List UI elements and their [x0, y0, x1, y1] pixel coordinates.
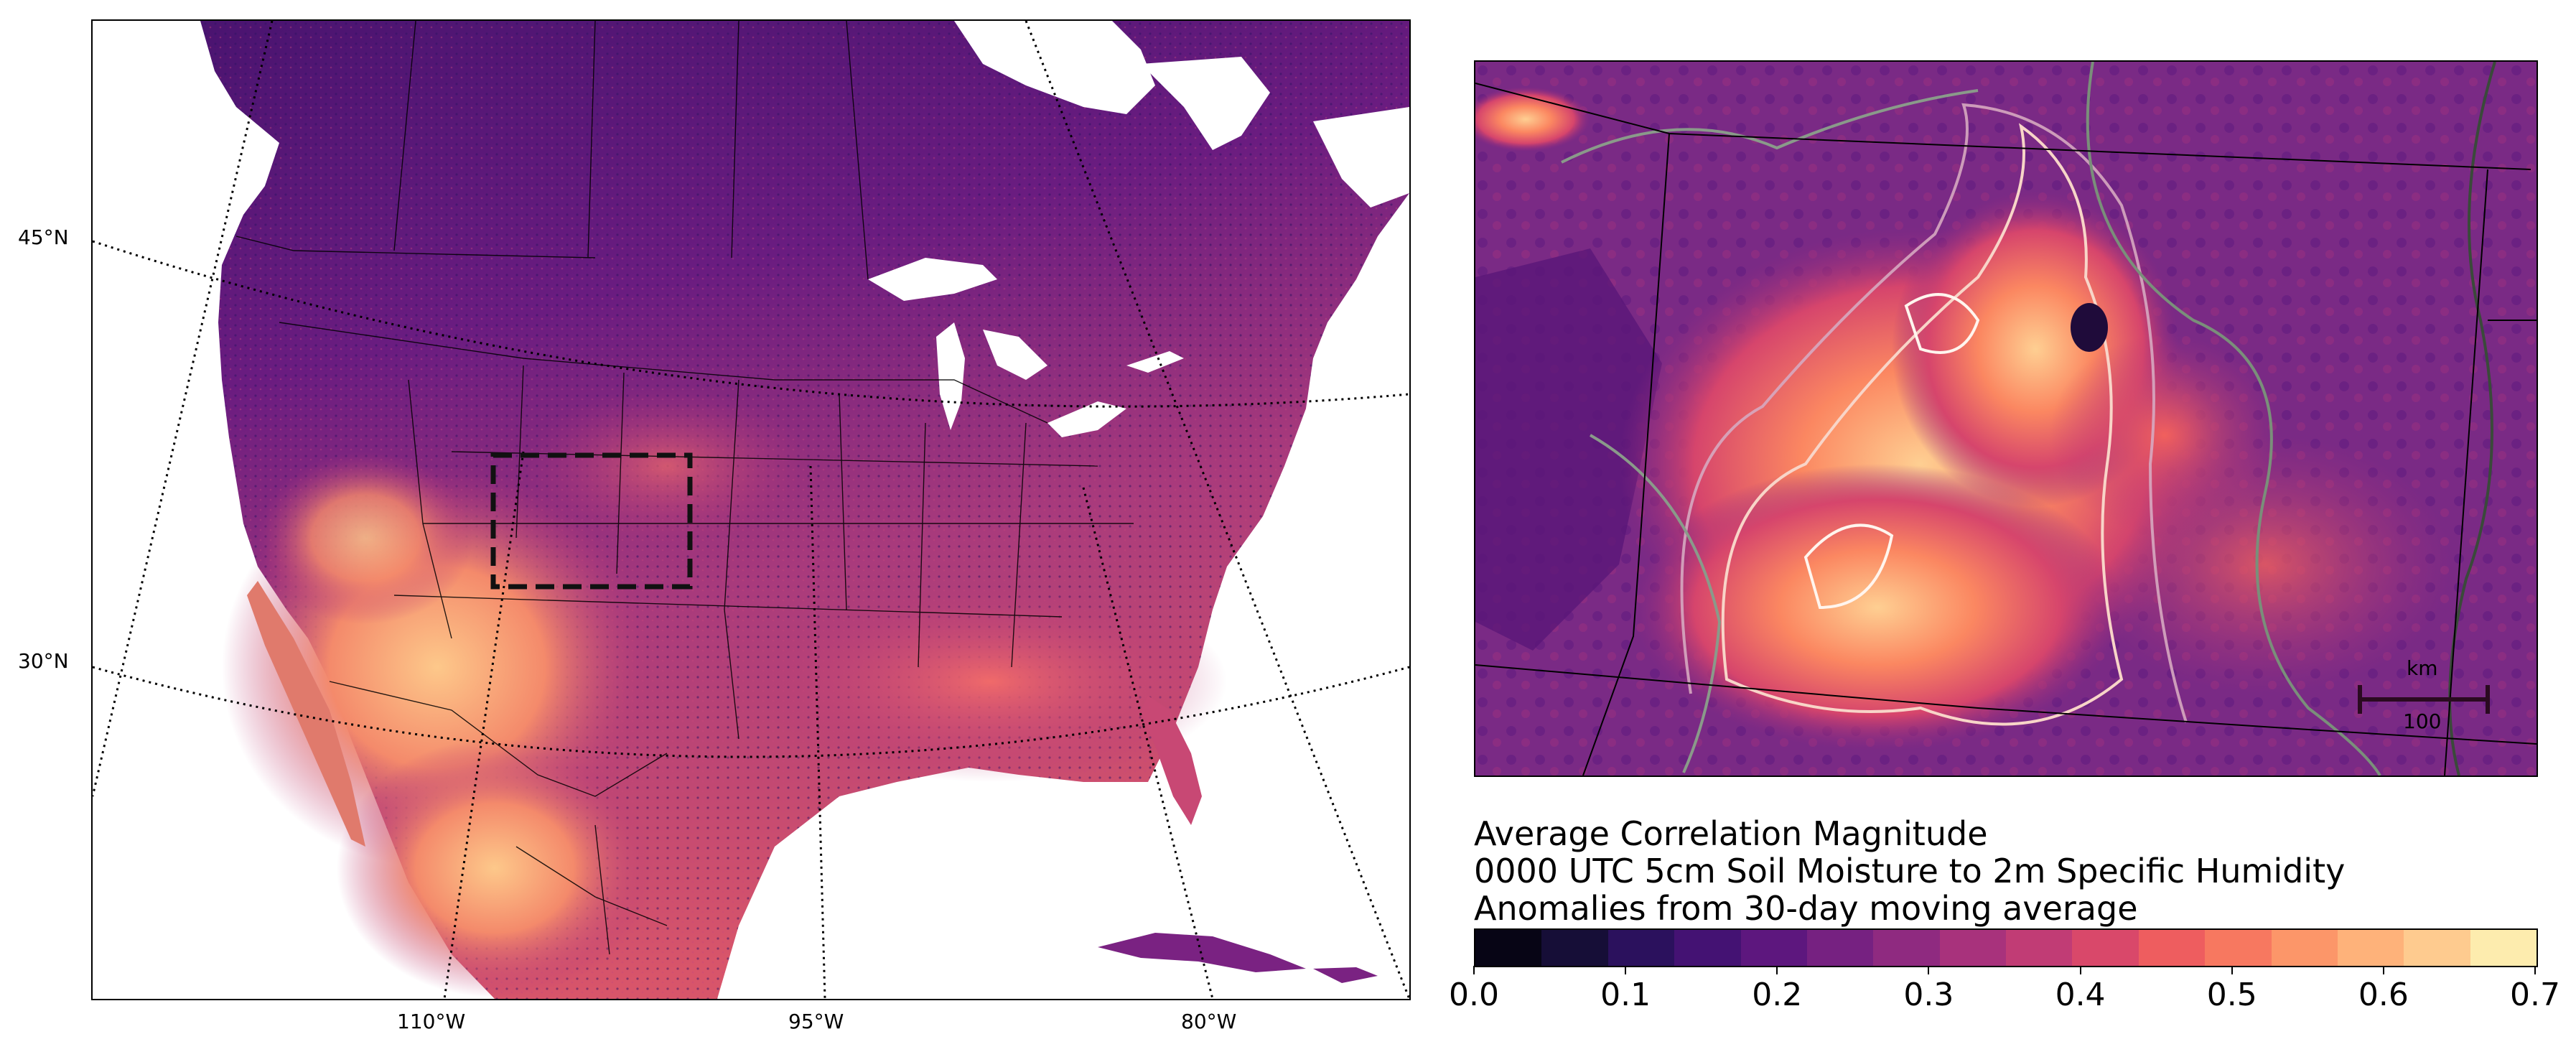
scale-bar [2358, 685, 2490, 714]
colorbar-tick-mark [2079, 966, 2081, 974]
colorbar [1474, 928, 2538, 967]
colorbar-segment [1806, 930, 1874, 966]
colorbar-segment [1607, 930, 1675, 966]
colorbar-segment [2470, 930, 2537, 966]
colorbar-segment [1541, 930, 1608, 966]
north-america-map-canvas [93, 21, 1409, 999]
colorbar-tick-mark [1928, 966, 1930, 974]
colorbar-tick-mark [1776, 966, 1778, 974]
correlation-contours [1561, 62, 2496, 776]
colorbar-segment [1674, 930, 1741, 966]
colorbar-tick-label: 0.4 [2055, 977, 2106, 1013]
colorbar-title-line-3: Anomalies from 30-day moving average [1474, 889, 2138, 928]
state-boundaries [1475, 83, 2537, 776]
colorbar-tick-mark [2231, 966, 2233, 974]
colorbar-title-line-2: 0000 UTC 5cm Soil Moisture to 2m Specifi… [1474, 852, 2346, 890]
scale-bar-value: 100 [2403, 709, 2442, 733]
colorbar-tick-mark [1625, 966, 1627, 974]
colorado-inset-map[interactable]: km 100 [1474, 60, 2538, 777]
colorbar-tick-label: 0.2 [1752, 977, 1803, 1013]
colorbar-segment [2404, 930, 2470, 966]
inset-region-box [490, 452, 693, 590]
colorbar-segment [2205, 930, 2272, 966]
colorbar-segment [1475, 930, 1542, 966]
lat-label-45n: 45°N [18, 225, 69, 249]
colorbar-tick-label: 0.1 [1600, 977, 1651, 1013]
colorbar-tick-label: 0.0 [1449, 977, 1499, 1013]
north-america-map[interactable] [91, 19, 1411, 1000]
lon-label-110w: 110°W [397, 1010, 466, 1033]
colorbar-tick-label: 0.5 [2206, 977, 2257, 1013]
colorbar-segment [2337, 930, 2404, 966]
lon-label-95w: 95°W [788, 1010, 844, 1033]
colorado-inset-canvas [1475, 62, 2537, 776]
graticule [93, 21, 1409, 999]
colorbar-segment [2072, 930, 2139, 966]
colorbar-segment [2138, 930, 2206, 966]
colorbar-tick-mark [2534, 966, 2536, 974]
colorbar-segment [1740, 930, 1807, 966]
scale-bar-unit: km [2407, 656, 2438, 680]
colorbar-tick-mark [1473, 966, 1475, 974]
lat-label-30n: 30°N [18, 649, 69, 673]
great-lakes [868, 258, 1184, 437]
colorbar-tick-label: 0.3 [1903, 977, 1954, 1013]
colorbar-segment [1939, 930, 2006, 966]
colorbar-tick-label: 0.7 [2510, 977, 2560, 1013]
hudson-bay-water [954, 21, 1155, 114]
lon-label-80w: 80°W [1181, 1010, 1237, 1033]
colorbar-segment [2271, 930, 2338, 966]
colorbar-segment [2006, 930, 2073, 966]
colorbar-tick-mark [2382, 966, 2384, 974]
colorbar-segment [1873, 930, 1940, 966]
colorbar-tick-label: 0.6 [2358, 977, 2409, 1013]
colorbar-title-line-1: Average Correlation Magnitude [1474, 814, 1988, 853]
